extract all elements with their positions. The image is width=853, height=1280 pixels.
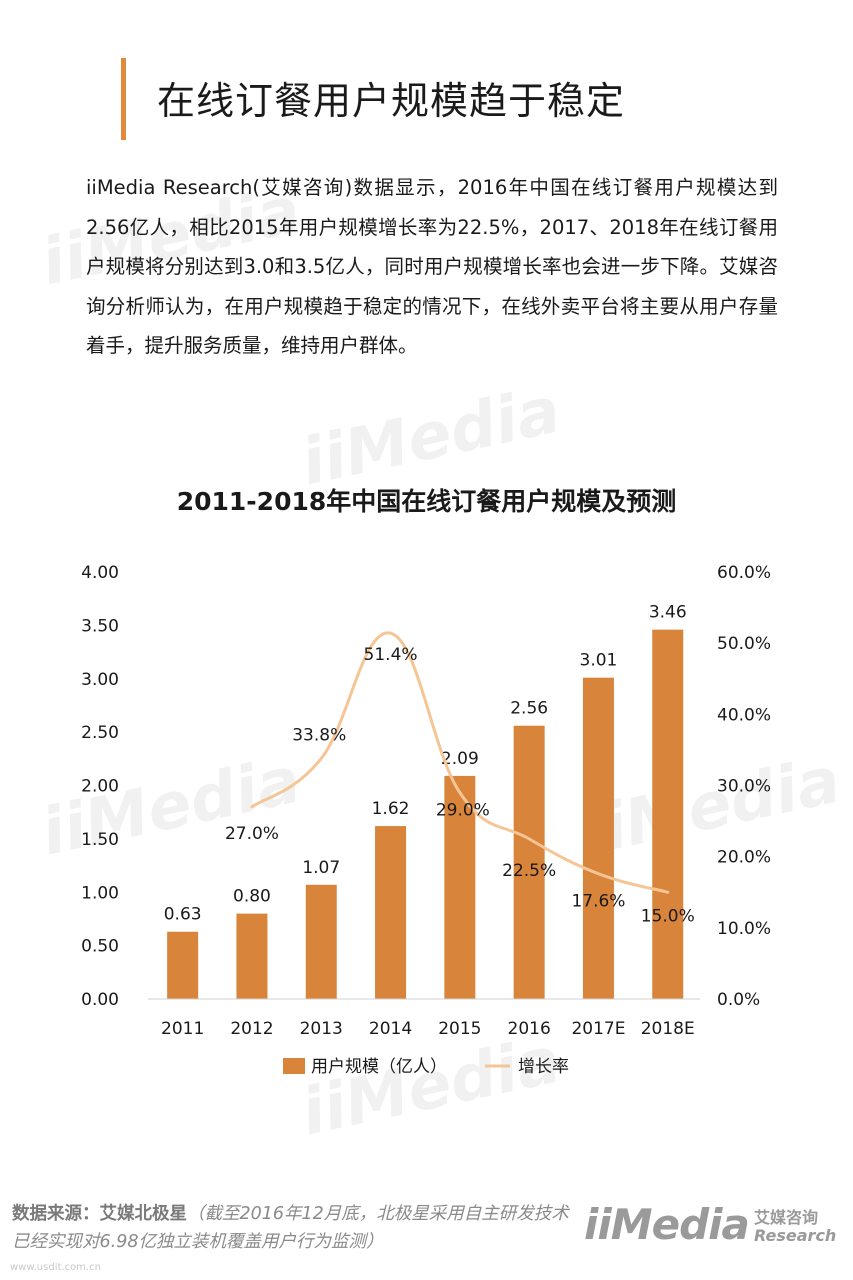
bar	[375, 826, 407, 999]
intro-paragraph: iiMedia Research(艾媒咨询)数据显示，2016年中国在线订餐用户…	[86, 176, 778, 357]
bar-value-label: 0.80	[233, 887, 271, 907]
x-tick-label: 2015	[438, 1019, 481, 1039]
bar	[236, 913, 268, 999]
legend-label-bar: 用户规模（亿人）	[311, 1057, 447, 1077]
bar	[652, 629, 684, 999]
x-tick-label: 2014	[369, 1019, 412, 1039]
x-tick-label: 2016	[508, 1019, 551, 1039]
combo-chart: 0.00 0.50 1.00 1.50 2.00 2.50 3.00 3.50 4.00 0.0%…	[81, 563, 771, 1077]
y-right-tick-label: 40.0%	[717, 705, 771, 725]
x-tick-label: 2018E	[641, 1019, 695, 1039]
x-tick-label: 2017E	[571, 1019, 625, 1039]
y-right-tick-label: 0.0%	[717, 990, 760, 1010]
bar-value-label: 3.01	[580, 651, 618, 671]
y-right-tick-label: 30.0%	[717, 777, 771, 797]
line-value-label: 33.8%	[292, 725, 346, 745]
bar-value-label: 0.63	[164, 905, 202, 925]
logo-main-text: iiMedia	[584, 1200, 750, 1249]
growth-rate-line	[250, 631, 670, 894]
bar-value-label: 2.56	[510, 699, 548, 719]
source-note: （截至2016年12月底，北极星采用自主研发技术已经实现对6.98亿独立装机覆盖…	[12, 1204, 569, 1252]
logo-en-text: Research	[754, 1226, 837, 1245]
line-value-label: 22.5%	[502, 861, 556, 881]
title-accent-bar	[121, 58, 126, 140]
y-left-tick-label: 1.00	[81, 883, 119, 903]
bar	[167, 931, 199, 999]
y-right-tick-label: 50.0%	[717, 634, 771, 654]
logo-cn-text: 艾媒咨询	[754, 1208, 819, 1227]
bar	[513, 725, 545, 999]
line-value-label: 17.6%	[571, 892, 625, 912]
footer-url: www.usdit.com.cn	[10, 1262, 101, 1273]
y-right-tick-label: 60.0%	[717, 563, 771, 583]
y-left-tick-label: 0.00	[81, 990, 119, 1010]
legend-swatch-bar	[283, 1058, 305, 1074]
line-value-label: 29.0%	[436, 801, 490, 821]
bar-value-label: 1.62	[372, 799, 410, 819]
bar	[582, 677, 614, 999]
y-left-tick-label: 4.00	[81, 563, 119, 583]
y-left-tick-label: 2.50	[81, 723, 119, 743]
y-left-tick-label: 2.00	[81, 777, 119, 797]
x-tick-label: 2013	[300, 1019, 343, 1039]
legend-label-line: 增长率	[518, 1057, 569, 1077]
y-left-tick-label: 3.00	[81, 670, 119, 690]
y-left-tick-label: 0.50	[81, 937, 119, 957]
line-value-label: 51.4%	[364, 645, 418, 665]
page-title: 在线订餐用户规模趋于稳定	[157, 79, 626, 123]
chart-title: 2011-2018年中国在线订餐用户规模及预测	[176, 487, 677, 516]
iimedia-logo: iiMedia 艾媒咨询 Research	[584, 1198, 849, 1260]
y-left-tick-label: 3.50	[81, 616, 119, 636]
data-source: 数据来源：艾媒北极星（截至2016年12月底，北极星采用自主研发技术已经实现对6…	[12, 1200, 582, 1256]
bar-value-label: 1.07	[302, 858, 340, 878]
x-tick-label: 2012	[230, 1019, 273, 1039]
y-right-tick-label: 20.0%	[717, 848, 771, 868]
x-tick-label: 2011	[161, 1019, 204, 1039]
bar	[305, 884, 337, 999]
y-left-tick-label: 1.50	[81, 830, 119, 850]
bar-value-label: 2.09	[441, 749, 479, 769]
bar	[444, 775, 476, 999]
bar-value-label: 3.46	[649, 603, 687, 623]
line-value-label: 27.0%	[225, 824, 279, 844]
y-right-tick-label: 10.0%	[717, 919, 771, 939]
source-label: 数据来源：艾媒北极星	[12, 1204, 187, 1224]
line-value-label: 15.0%	[641, 906, 695, 926]
